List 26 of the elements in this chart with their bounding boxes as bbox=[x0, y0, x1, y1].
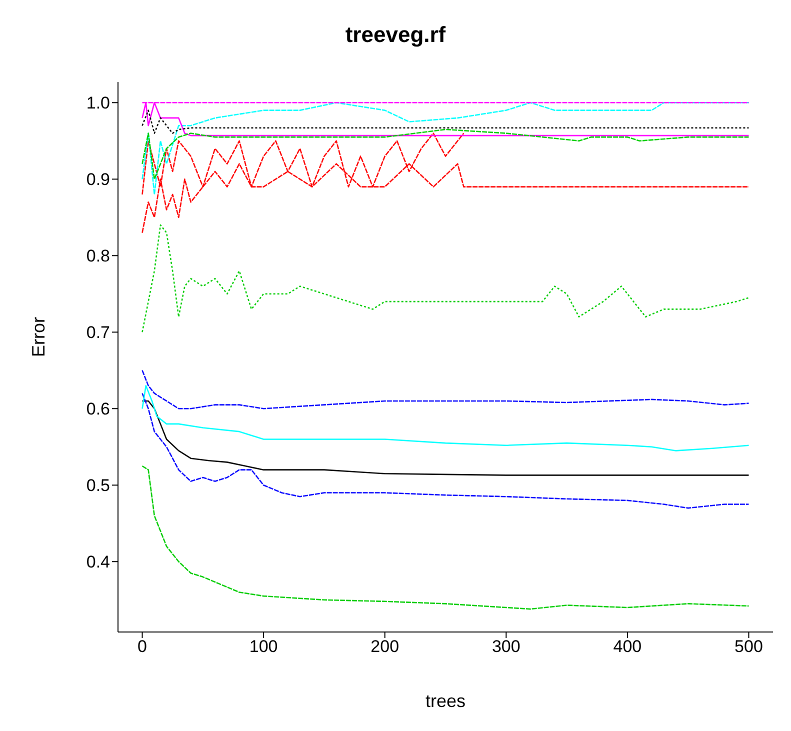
line-series bbox=[142, 128, 750, 180]
y-axis-title: Error bbox=[28, 316, 48, 357]
x-axis-title: trees bbox=[425, 691, 466, 711]
x-tick-label: 500 bbox=[734, 637, 763, 656]
y-tick-label: 0.4 bbox=[86, 552, 110, 572]
y-tick-label: 1.0 bbox=[86, 94, 110, 113]
line-series bbox=[142, 370, 750, 410]
y-tick-label: 0.7 bbox=[86, 323, 110, 342]
x-tick-label: 200 bbox=[370, 637, 400, 656]
line-series bbox=[142, 224, 750, 333]
line-series bbox=[142, 392, 750, 509]
line-series bbox=[142, 385, 750, 452]
x-tick-label: 0 bbox=[138, 637, 147, 656]
line-series bbox=[142, 465, 750, 610]
line-series bbox=[142, 102, 750, 136]
x-tick-label: 400 bbox=[613, 637, 642, 656]
y-tick-label: 0.5 bbox=[86, 476, 110, 496]
y-tick-label: 0.8 bbox=[86, 246, 110, 266]
y-tick-label: 0.9 bbox=[86, 170, 110, 190]
line-series bbox=[142, 102, 750, 196]
x-tick-label: 300 bbox=[492, 637, 520, 656]
y-tick-label: 0.6 bbox=[86, 400, 110, 419]
chart-title: treeveg.rf bbox=[344, 21, 447, 49]
line-series bbox=[142, 400, 750, 476]
x-tick-label: 100 bbox=[249, 637, 278, 656]
line-series bbox=[142, 110, 750, 134]
